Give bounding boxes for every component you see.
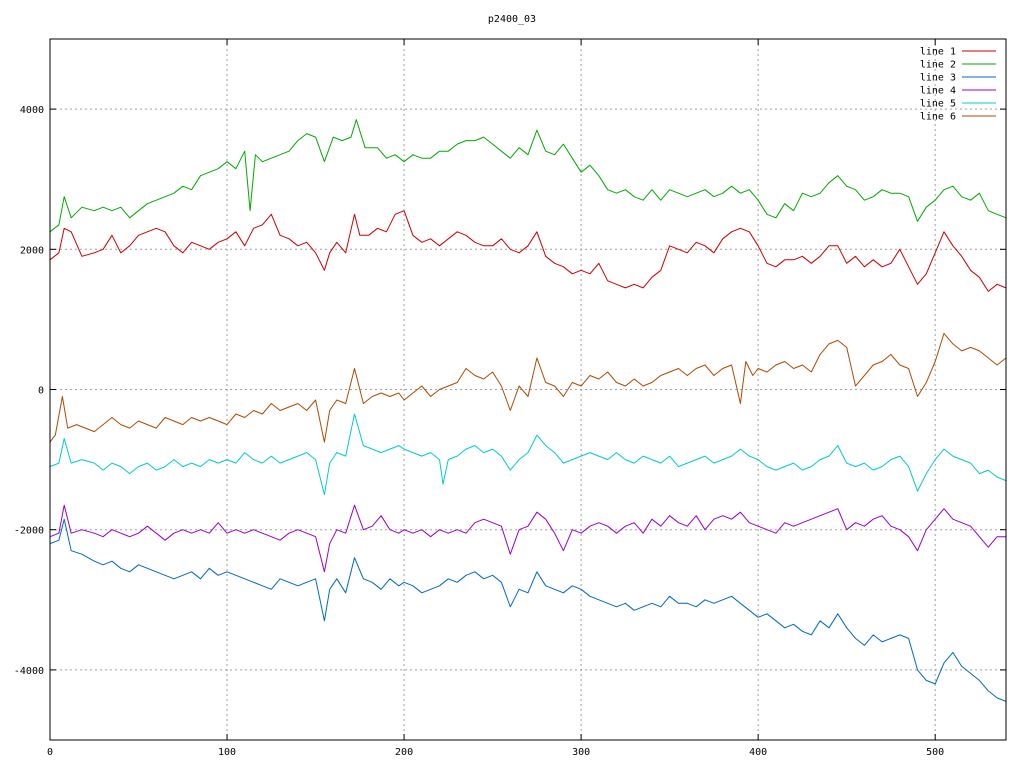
series-layer <box>49 119 1007 702</box>
y-tick-label: -4000 <box>14 666 44 677</box>
series-line-4 <box>49 504 1006 573</box>
legend-label: line 1 <box>920 47 956 58</box>
y-tick-label: -2000 <box>14 526 44 537</box>
x-tick-label: 400 <box>749 747 767 758</box>
legend: line 1 line 2 line 3 line 4 line 5 line 6 <box>920 47 996 123</box>
x-tick-label: 0 <box>47 747 53 758</box>
chart-title: p2400_03 <box>488 14 536 25</box>
legend-label: line 2 <box>920 60 956 71</box>
series-line-5 <box>49 413 1007 496</box>
y-tick-label: 4000 <box>20 105 44 116</box>
y-tick-label: 0 <box>38 386 44 397</box>
x-tick-label: 100 <box>218 747 236 758</box>
legend-label: line 3 <box>920 73 956 84</box>
x-tick-label: 300 <box>572 747 590 758</box>
series-line-6 <box>49 332 1007 443</box>
y-tick-label: 2000 <box>20 245 44 256</box>
series-line-2 <box>49 119 1007 233</box>
legend-label: line 4 <box>920 86 956 97</box>
x-tick-label: 200 <box>395 747 413 758</box>
series-line-3 <box>49 518 1007 702</box>
legend-label: line 6 <box>920 112 956 123</box>
legend-label: line 5 <box>920 99 956 110</box>
axis-ticks: 0 100 200 300 400 500 -4000 -2000 0 2000 4000 <box>14 39 1006 758</box>
series-line-1 <box>49 210 1007 292</box>
x-tick-label: 500 <box>926 747 944 758</box>
